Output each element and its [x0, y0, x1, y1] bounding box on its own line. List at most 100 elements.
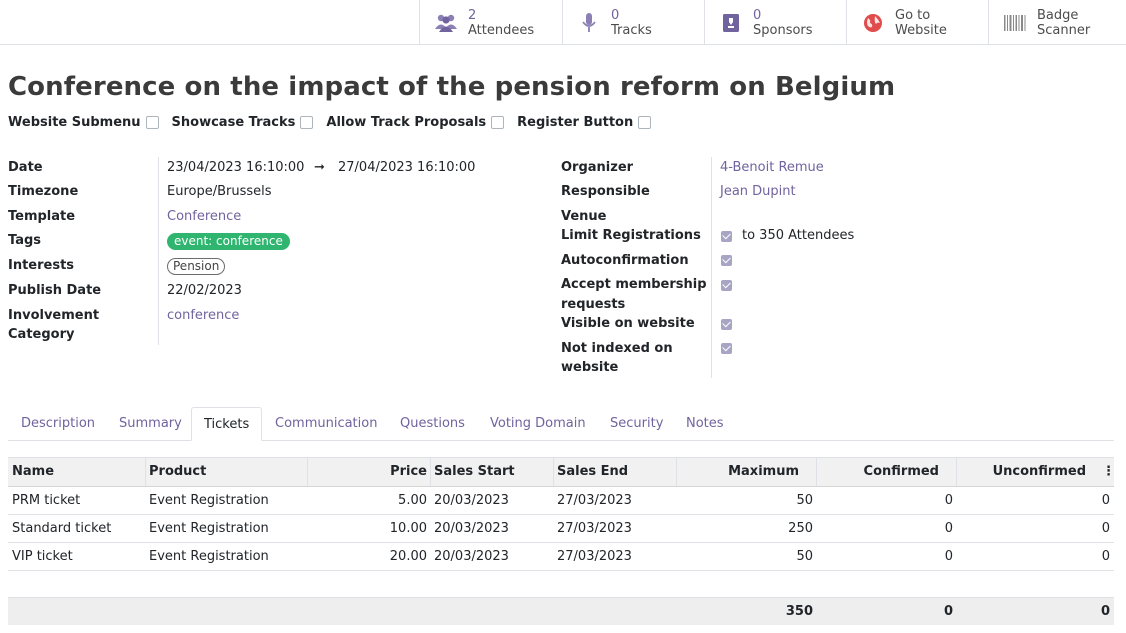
allow-track-proposals-option: Allow Track Proposals: [326, 115, 505, 130]
users-icon: [432, 9, 460, 37]
col-divider: [676, 458, 677, 486]
ticket-product: Event Registration: [149, 521, 269, 536]
ticket-name: Standard ticket: [12, 521, 112, 536]
left-group-divider: [158, 157, 159, 345]
table-row[interactable]: Standard ticket Event Registration 10.00…: [8, 515, 1114, 543]
tab-summary[interactable]: Summary: [119, 416, 182, 431]
col-sales-end[interactable]: Sales End: [557, 464, 629, 479]
showcase-tracks-checkbox[interactable]: [300, 116, 314, 129]
col-confirmed[interactable]: Confirmed: [863, 464, 939, 479]
sponsor-badge-icon: [717, 9, 745, 37]
ticket-name: VIP ticket: [12, 549, 73, 564]
ticket-name: PRM ticket: [12, 493, 81, 508]
not-indexed-label-line1: Not indexed on: [561, 341, 673, 356]
go-to-label: Go to: [895, 7, 931, 23]
not-indexed-checkbox[interactable]: [721, 343, 732, 354]
tab-description[interactable]: Description: [21, 416, 96, 431]
template-label: Template: [8, 209, 76, 224]
tracks-button[interactable]: 0 Tracks: [562, 0, 704, 45]
ticket-sales-end: 27/03/2023: [557, 493, 632, 508]
table-row[interactable]: PRM ticket Event Registration 5.00 20/03…: [8, 487, 1114, 515]
publish-date-value[interactable]: 22/02/2023: [167, 283, 242, 298]
responsible-link[interactable]: Jean Dupint: [720, 184, 796, 199]
responsible-label: Responsible: [561, 184, 650, 199]
tab-communication[interactable]: Communication: [275, 416, 378, 431]
interest-badge[interactable]: Pension: [167, 258, 226, 275]
involvement-label-line1: Involvement: [8, 308, 100, 323]
tracks-label: Tracks: [611, 22, 652, 38]
allow-track-proposals-checkbox[interactable]: [491, 116, 505, 129]
involvement-link[interactable]: conference: [167, 308, 240, 323]
ticket-product: Event Registration: [149, 493, 269, 508]
autoconfirmation-checkbox[interactable]: [721, 255, 732, 266]
ticket-maximum: 50: [796, 549, 813, 564]
badge-scanner-button[interactable]: Badge Scanner: [988, 0, 1126, 45]
date-label: Date: [8, 160, 43, 175]
timezone-value[interactable]: Europe/Brussels: [167, 184, 272, 199]
sponsors-button[interactable]: 0 Sponsors: [704, 0, 846, 45]
limit-registrations-label: Limit Registrations: [561, 228, 701, 243]
total-unconfirmed: 0: [1100, 604, 1110, 619]
attendees-button[interactable]: 2 Attendees: [419, 0, 562, 45]
timezone-label: Timezone: [8, 184, 79, 199]
ticket-unconfirmed: 0: [1101, 549, 1110, 564]
total-confirmed: 0: [943, 604, 953, 619]
column-options-icon[interactable]: ⋮: [1102, 464, 1115, 479]
tag-badge[interactable]: event: conference: [167, 233, 290, 250]
col-divider: [145, 458, 146, 486]
venue-label: Venue: [561, 209, 607, 224]
interests-label: Interests: [8, 258, 75, 273]
website-submenu-checkbox[interactable]: [145, 116, 159, 129]
col-unconfirmed[interactable]: Unconfirmed: [992, 464, 1086, 479]
ticket-sales-end: 27/03/2023: [557, 549, 632, 564]
col-price[interactable]: Price: [390, 464, 427, 479]
table-row[interactable]: VIP ticket Event Registration 20.00 20/0…: [8, 543, 1114, 571]
event-options: Website Submenu Showcase Tracks Allow Tr…: [8, 115, 664, 130]
template-link[interactable]: Conference: [167, 209, 242, 224]
table-header: Name Product Price Sales Start Sales End…: [8, 457, 1115, 487]
barcode-icon: [1001, 9, 1029, 37]
col-divider: [430, 458, 431, 486]
globe-icon: [859, 9, 887, 37]
attendees-label: Attendees: [468, 22, 535, 38]
tab-notes[interactable]: Notes: [686, 416, 724, 431]
not-indexed-label-line2: website: [561, 360, 619, 375]
register-button-option: Register Button: [517, 115, 652, 130]
tab-voting-domain[interactable]: Voting Domain: [490, 416, 586, 431]
tab-questions[interactable]: Questions: [400, 416, 465, 431]
date-start-value[interactable]: 23/04/2023 16:10:00: [167, 160, 305, 175]
ticket-maximum: 250: [788, 521, 813, 536]
total-maximum: 350: [785, 604, 813, 619]
col-name[interactable]: Name: [12, 464, 55, 479]
allow-track-proposals-label: Allow Track Proposals: [326, 115, 487, 130]
sponsors-label: Sponsors: [753, 22, 813, 38]
tab-tickets[interactable]: Tickets: [191, 407, 263, 441]
ticket-maximum: 50: [796, 493, 813, 508]
accept-membership-checkbox[interactable]: [721, 280, 732, 291]
visible-on-website-checkbox[interactable]: [721, 319, 732, 330]
go-to-website-button[interactable]: Go to Website: [846, 0, 988, 45]
tab-security[interactable]: Security: [610, 416, 664, 431]
col-sales-start[interactable]: Sales Start: [434, 464, 515, 479]
smart-button-bar: 2 Attendees 0 Tracks 0 Sponsors Go to Websit…: [0, 0, 1126, 45]
ticket-sales-start: 20/03/2023: [434, 493, 509, 508]
publish-date-label: Publish Date: [8, 283, 102, 298]
limit-registrations-value[interactable]: to 350 Attendees: [742, 228, 855, 243]
date-end-value[interactable]: 27/04/2023 16:10:00: [338, 160, 476, 175]
table-totals-row: 350 0 0: [8, 597, 1114, 625]
tags-field: event: conference: [167, 232, 290, 251]
col-product[interactable]: Product: [149, 464, 207, 479]
col-maximum[interactable]: Maximum: [728, 464, 799, 479]
ticket-confirmed: 0: [944, 521, 953, 536]
ticket-price: 5.00: [398, 493, 427, 508]
register-button-checkbox[interactable]: [638, 116, 652, 129]
ticket-price: 20.00: [389, 549, 427, 564]
organizer-link[interactable]: 4-Benoit Remue: [720, 160, 824, 175]
ticket-product: Event Registration: [149, 549, 269, 564]
microphone-icon: [575, 9, 603, 37]
register-button-label: Register Button: [517, 115, 634, 130]
interests-field: Pension: [167, 257, 226, 276]
showcase-tracks-label: Showcase Tracks: [171, 115, 296, 130]
event-title[interactable]: Conference on the impact of the pension …: [8, 72, 896, 102]
limit-registrations-checkbox[interactable]: [721, 231, 732, 242]
